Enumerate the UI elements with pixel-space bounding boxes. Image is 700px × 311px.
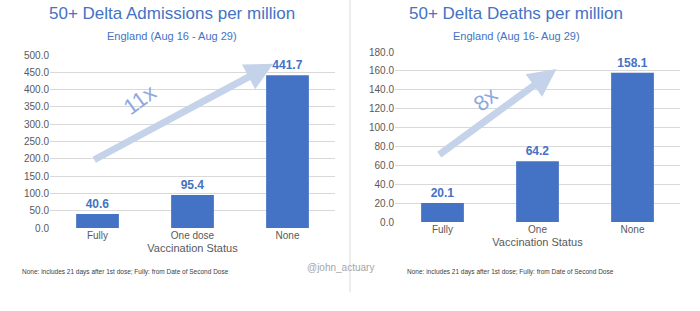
svg-text:Fully: Fully (87, 230, 108, 241)
svg-text:95.4: 95.4 (181, 178, 205, 192)
svg-text:50+ Delta Admissions per milli: 50+ Delta Admissions per million (49, 4, 295, 23)
svg-text:None: None (621, 224, 645, 235)
svg-text:120.0: 120.0 (369, 103, 394, 114)
svg-text:160.0: 160.0 (369, 65, 394, 76)
svg-text:50+ Delta Deaths per million: 50+ Delta Deaths per million (409, 4, 623, 23)
svg-text:200.0: 200.0 (24, 153, 49, 164)
svg-text:250.0: 250.0 (24, 136, 49, 147)
svg-text:80.0: 80.0 (375, 141, 395, 152)
svg-text:180.0: 180.0 (369, 47, 394, 58)
svg-text:140.0: 140.0 (369, 84, 394, 95)
svg-text:500.0: 500.0 (24, 50, 49, 61)
svg-text:Fully: Fully (432, 224, 453, 235)
svg-text:450.0: 450.0 (24, 67, 49, 78)
svg-text:40.0: 40.0 (375, 179, 395, 190)
svg-text:None: includes 21 days after 1: None: includes 21 days after 1st dose; F… (22, 268, 229, 276)
svg-text:0.0: 0.0 (380, 217, 394, 228)
svg-text:350.0: 350.0 (24, 101, 49, 112)
svg-text:11x: 11x (119, 80, 161, 120)
svg-text:8x: 8x (469, 82, 503, 116)
svg-text:@john_actuary: @john_actuary (307, 262, 374, 273)
svg-text:150.0: 150.0 (24, 171, 49, 182)
svg-text:England (Aug 16- Aug 29): England (Aug 16- Aug 29) (453, 30, 580, 42)
svg-text:One: One (528, 224, 547, 235)
svg-text:None: includes 21 days after 1: None: includes 21 days after 1st dose; F… (407, 268, 614, 276)
svg-text:Vaccination Status: Vaccination Status (147, 242, 238, 254)
svg-text:None: None (276, 230, 300, 241)
svg-text:40.6: 40.6 (86, 197, 110, 211)
svg-text:0.0: 0.0 (35, 223, 49, 234)
svg-text:100.0: 100.0 (369, 122, 394, 133)
svg-text:158.1: 158.1 (617, 56, 647, 70)
svg-text:300.0: 300.0 (24, 119, 49, 130)
svg-text:64.2: 64.2 (526, 144, 550, 158)
svg-text:England (Aug 16 - Aug 29): England (Aug 16 - Aug 29) (107, 30, 237, 42)
svg-text:20.0: 20.0 (375, 198, 395, 209)
svg-text:100.0: 100.0 (24, 188, 49, 199)
svg-text:50.0: 50.0 (30, 205, 50, 216)
svg-text:20.1: 20.1 (431, 186, 455, 200)
svg-text:441.7: 441.7 (272, 58, 302, 72)
svg-text:400.0: 400.0 (24, 84, 49, 95)
svg-text:One dose: One dose (171, 230, 215, 241)
svg-text:60.0: 60.0 (375, 160, 395, 171)
svg-text:Vaccination Status: Vaccination Status (492, 236, 583, 248)
